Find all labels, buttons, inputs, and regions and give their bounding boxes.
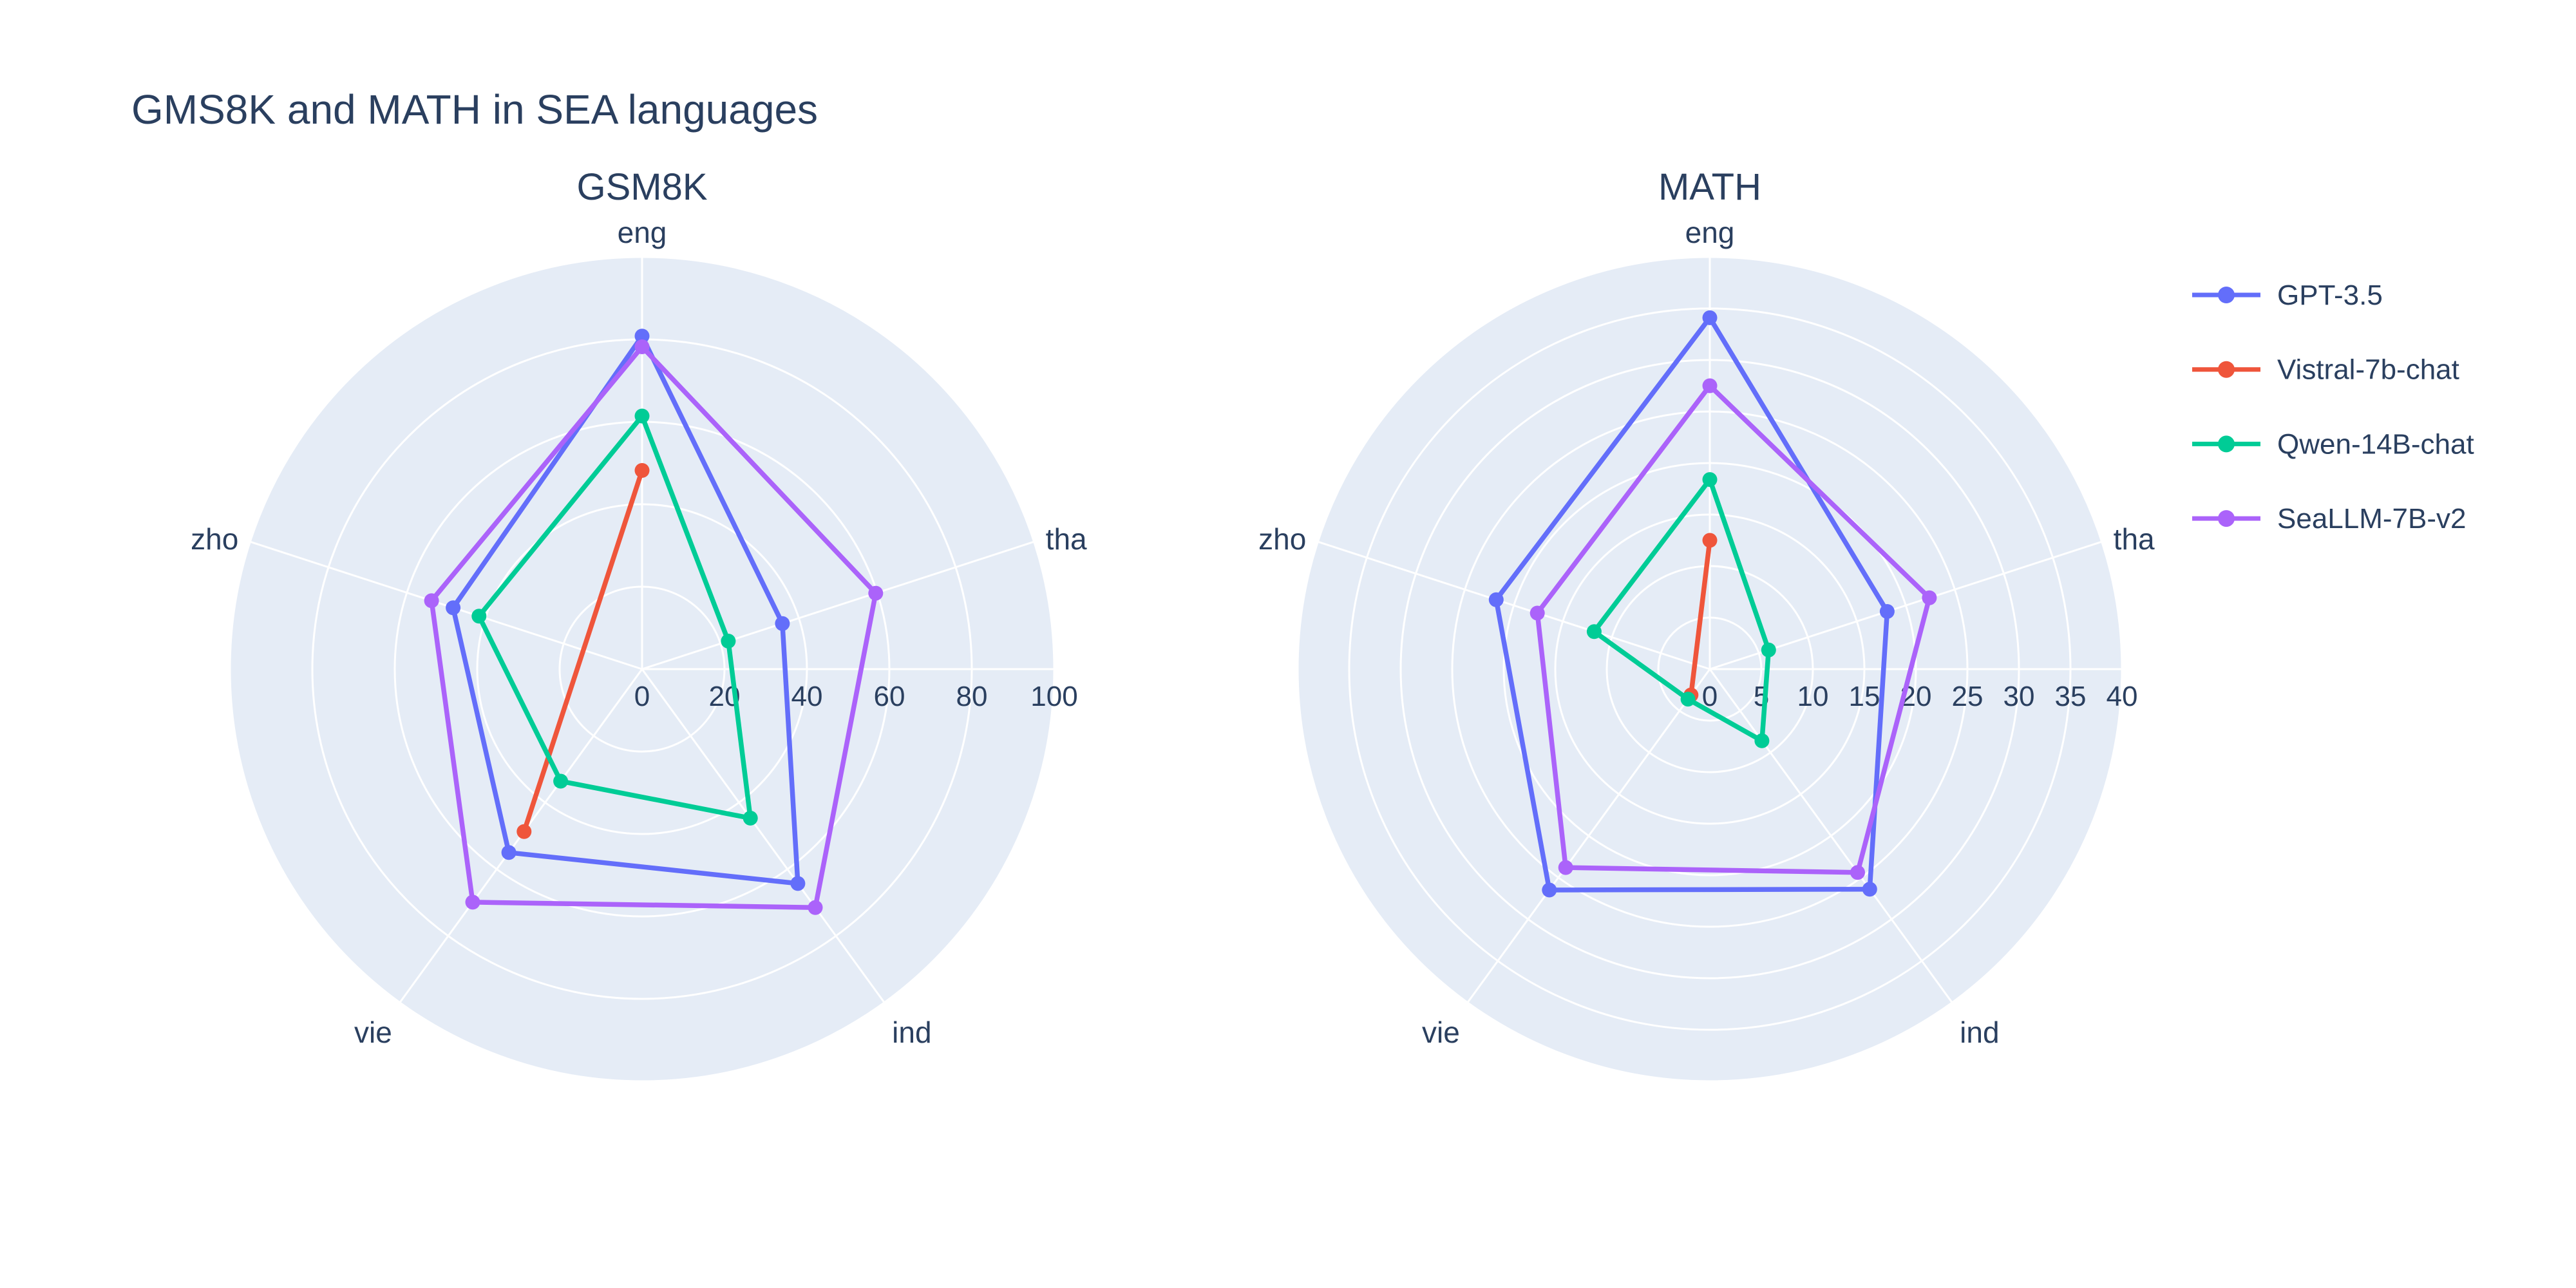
legend-label: Vistral-7b-chat [2277,354,2459,386]
radial-tick-label: 40 [791,681,823,712]
series-line-Qwen-14B-chat [1591,477,1772,744]
subplot-title-math: MATH [1658,166,1761,208]
angular-gridline [249,540,643,670]
data-point-marker-Qwen-14B-chat [743,810,758,826]
series-line-GPT-3.5 [450,334,800,886]
figure-title: GMS8K and MATH in SEA languages [131,86,818,133]
radial-tick-label: 100 [1030,681,1077,712]
angular-category-label-tha: tha [2114,522,2155,556]
radial-tick-label: 80 [956,681,988,712]
data-point-marker-SeaLLM-7B-v2 [424,593,439,609]
data-point-marker-GPT-3.5 [446,600,461,616]
data-point-marker-Qwen-14B-chat [1680,692,1696,707]
angular-gridline [1466,668,1711,1003]
radial-tick-label: 40 [2107,681,2138,712]
data-point-marker-SeaLLM-7B-v2 [868,585,884,601]
series-line-GPT-3.5 [1493,315,1890,893]
data-point-marker-GPT-3.5 [1488,592,1504,607]
data-point-marker-GPT-3.5 [634,328,650,344]
data-point-marker-SeaLLM-7B-v2 [808,900,823,915]
angular-category-label-eng: eng [618,216,667,249]
legend: GPT-3.5 Vistral-7b-chat Qwen-14B-chat SeaLL… [2192,279,2474,535]
radial-tick-label: 0 [634,681,650,712]
angular-category-label-zho: zho [1258,522,1306,556]
data-point-marker-Qwen-14B-chat [553,773,569,789]
data-point-marker-SeaLLM-7B-v2 [1558,860,1573,875]
data-point-marker-GPT-3.5 [501,845,516,860]
angular-category-label-eng: eng [1685,216,1735,249]
data-point-marker-Vistral-7b-chat [1702,533,1718,548]
data-point-marker-GPT-3.5 [1702,310,1718,325]
legend-marker-swatch [2218,287,2235,303]
radial-tick-label: 30 [2003,681,2035,712]
angular-gridline [641,540,1035,670]
legend-item-SeaLLM-7B-v2[interactable]: SeaLLM-7B-v2 [2192,503,2466,535]
data-point-marker-Qwen-14B-chat [1586,624,1602,639]
data-point-marker-SeaLLM-7B-v2 [1850,865,1865,880]
legend-label: Qwen-14B-chat [2277,428,2474,460]
angular-gridline [1709,668,1953,1003]
data-point-marker-GPT-3.5 [775,616,790,631]
data-point-marker-Qwen-14B-chat [721,634,736,649]
radial-tick-label: 10 [1797,681,1829,712]
data-point-marker-Qwen-14B-chat [1754,733,1770,748]
data-point-marker-Qwen-14B-chat [1761,642,1776,658]
legend-item-Qwen-14B-chat[interactable]: Qwen-14B-chat [2192,428,2474,460]
angular-gridline [641,668,886,1003]
angular-category-label-vie: vie [354,1016,392,1049]
data-point-marker-GPT-3.5 [1879,604,1895,619]
data-point-marker-Vistral-7b-chat [634,463,650,478]
angular-category-label-vie: vie [1422,1016,1460,1049]
series-line-SeaLLM-7B-v2 [1535,383,1932,875]
legend-marker-swatch [2218,435,2235,453]
series-line-SeaLLM-7B-v2 [429,344,878,910]
data-point-marker-SeaLLM-7B-v2 [465,895,480,910]
data-point-marker-SeaLLM-7B-v2 [634,339,650,354]
legend-label: GPT-3.5 [2277,279,2383,311]
angular-category-label-ind: ind [1960,1016,1999,1049]
angular-category-label-ind: ind [892,1016,931,1049]
data-point-marker-Qwen-14B-chat [1702,472,1718,488]
data-point-marker-GPT-3.5 [1862,882,1877,897]
angular-category-label-tha: tha [1046,522,1087,556]
legend-label: SeaLLM-7B-v2 [2277,503,2466,535]
legend-item-GPT-3.5[interactable]: GPT-3.5 [2192,279,2383,311]
radial-tick-label: 15 [1849,681,1880,712]
series-line-Vistral-7b-chat [1689,540,1712,696]
subplot-title-gsm8k: GSM8K [576,166,707,208]
legend-marker-swatch [2218,510,2235,527]
data-point-marker-GPT-3.5 [1542,882,1557,898]
angular-gridline [1317,540,1710,670]
radial-tick-label: 35 [2055,681,2087,712]
series-line-Vistral-7b-chat [522,469,645,833]
data-point-marker-SeaLLM-7B-v2 [1922,590,1937,605]
legend-item-Vistral-7b-chat[interactable]: Vistral-7b-chat [2192,354,2459,386]
series-line-Qwen-14B-chat [477,413,753,821]
data-point-marker-SeaLLM-7B-v2 [1530,605,1545,621]
data-point-marker-SeaLLM-7B-v2 [1702,378,1718,393]
angular-category-label-zho: zho [191,522,238,556]
data-point-marker-Qwen-14B-chat [471,609,487,624]
data-point-marker-Vistral-7b-chat [516,824,532,839]
data-point-marker-Qwen-14B-chat [634,408,650,424]
legend-marker-swatch [2218,361,2235,378]
radial-tick-label: 25 [1952,681,1984,712]
data-point-marker-GPT-3.5 [790,876,806,891]
radial-tick-label: 60 [874,681,905,712]
